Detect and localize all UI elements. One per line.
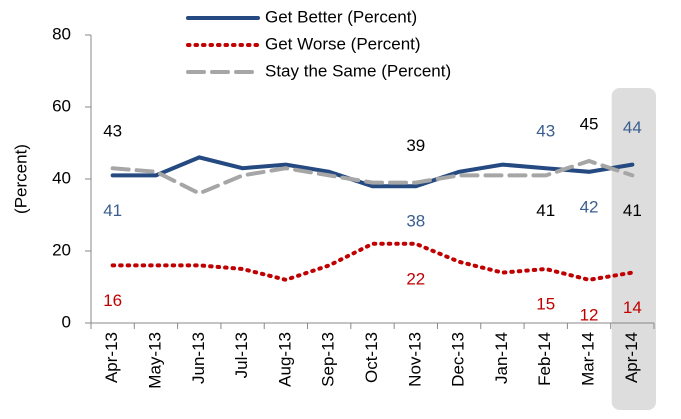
series-line <box>110 241 635 282</box>
data-label: 43 <box>103 122 122 141</box>
data-label: 16 <box>103 291 122 310</box>
x-tick-label: Mar-14 <box>579 332 598 386</box>
data-label: 43 <box>536 122 555 141</box>
x-tick-label: Jan-14 <box>492 332 511 384</box>
data-label: 41 <box>623 201 642 220</box>
x-tick-label: May-13 <box>145 332 164 389</box>
x-tick-label: Apr-14 <box>622 332 641 383</box>
data-label: 15 <box>536 294 555 313</box>
x-tick-label: Jul-13 <box>232 332 251 378</box>
y-tick-label: 80 <box>52 24 71 43</box>
data-label: 22 <box>406 269 425 288</box>
data-label: 41 <box>103 201 122 220</box>
y-tick-label: 0 <box>62 312 71 331</box>
x-tick-label: Nov-13 <box>405 332 424 387</box>
data-label: 14 <box>623 298 642 317</box>
legend-label: Stay the Same (Percent) <box>265 61 451 80</box>
y-tick-label: 40 <box>52 168 71 187</box>
y-tick-label: 60 <box>52 96 71 115</box>
x-tick-label: Oct-13 <box>362 332 381 383</box>
data-label: 38 <box>406 212 425 231</box>
series-line <box>110 155 635 189</box>
y-tick-label: 20 <box>52 240 71 259</box>
y-axis-label: (Percent) <box>11 144 30 214</box>
data-label: 12 <box>580 305 599 324</box>
series-line <box>110 158 635 196</box>
x-tick-label: Apr-13 <box>102 332 121 383</box>
data-label: 42 <box>580 197 599 216</box>
data-label: 44 <box>623 118 642 137</box>
x-tick-label: Feb-14 <box>535 332 554 386</box>
x-tick-label: Dec-13 <box>449 332 468 387</box>
x-tick-label: Jun-13 <box>189 332 208 384</box>
data-label: 41 <box>536 201 555 220</box>
x-tick-label: Sep-13 <box>319 332 338 387</box>
highlight-box <box>611 88 656 410</box>
data-label: 39 <box>406 136 425 155</box>
data-label: 45 <box>580 114 599 133</box>
legend-label: Get Worse (Percent) <box>265 34 421 53</box>
legend-label: Get Better (Percent) <box>265 7 417 26</box>
x-tick-label: Aug-13 <box>275 332 294 387</box>
